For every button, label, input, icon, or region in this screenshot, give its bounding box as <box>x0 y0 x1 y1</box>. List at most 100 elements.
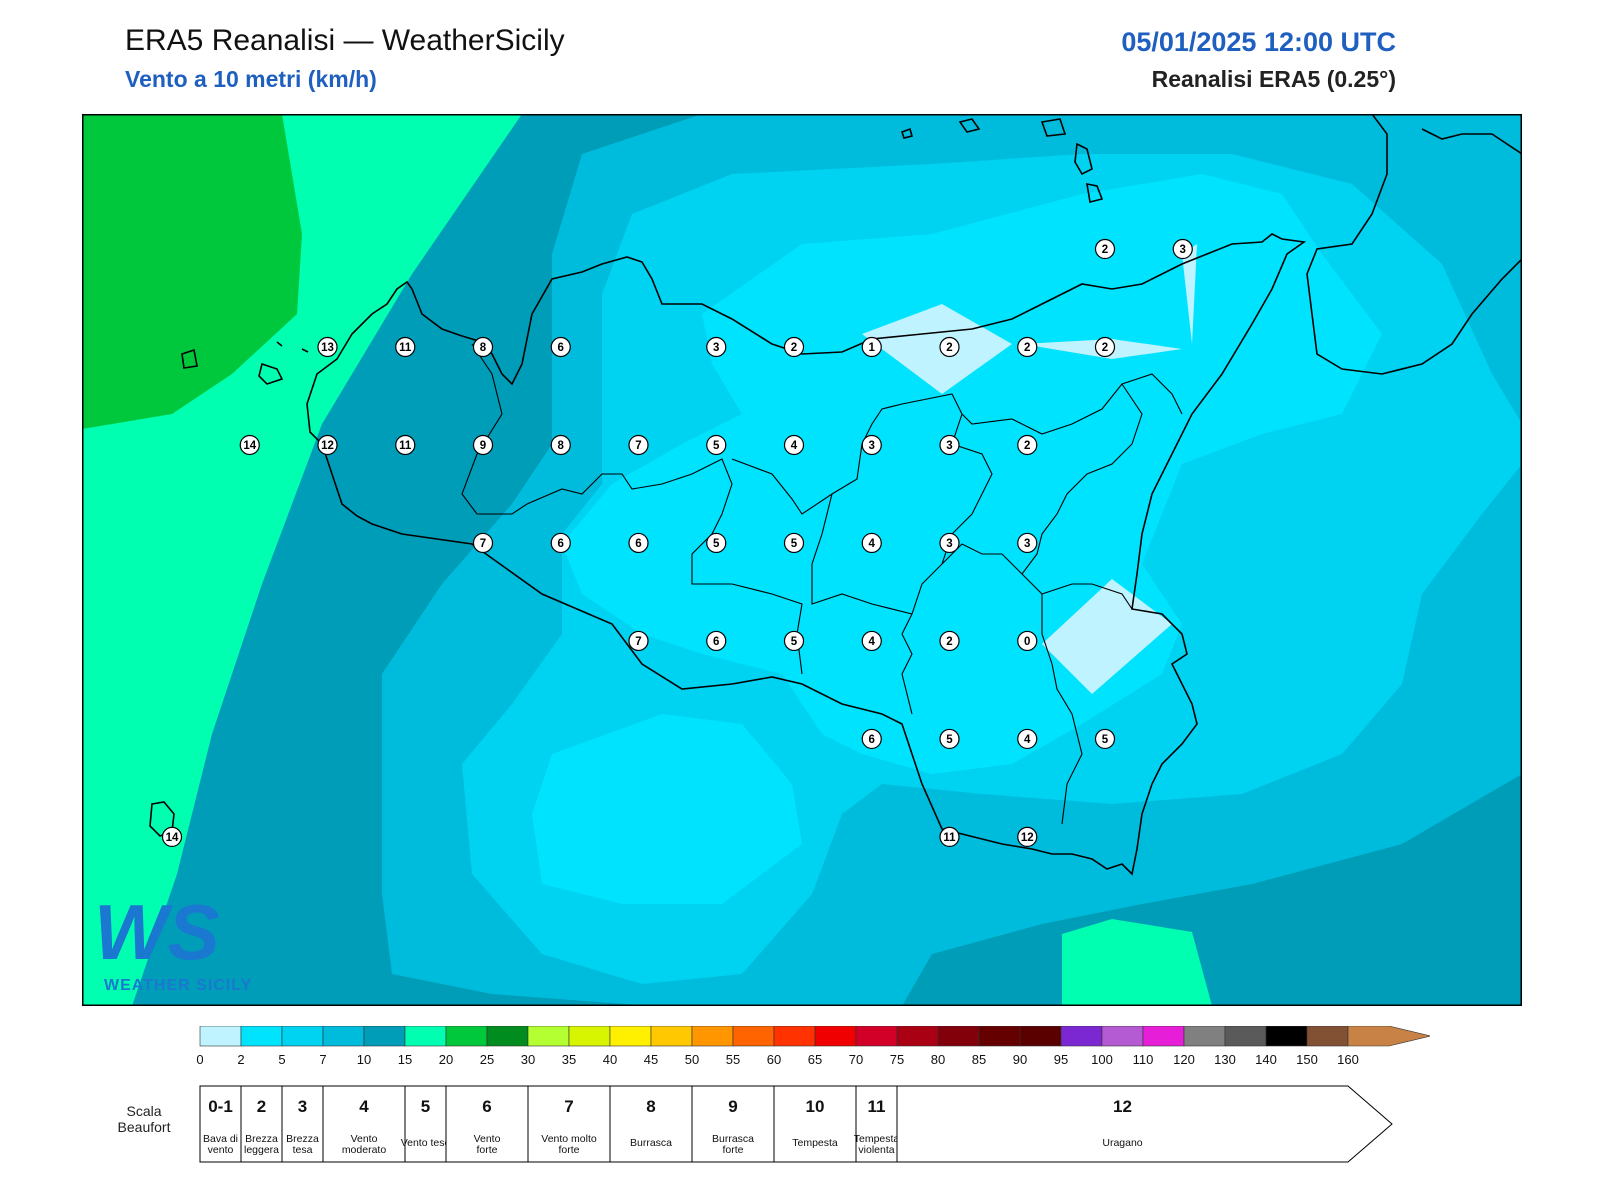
beaufort-label-line1: Scala <box>126 1103 161 1119</box>
svg-text:13: 13 <box>321 342 334 354</box>
svg-text:11: 11 <box>399 342 412 354</box>
svg-text:0: 0 <box>1024 636 1030 648</box>
svg-text:3: 3 <box>1024 538 1030 550</box>
svg-text:5: 5 <box>791 636 798 648</box>
svg-text:4: 4 <box>869 538 876 550</box>
svg-text:forte: forte <box>558 1144 579 1156</box>
svg-text:12: 12 <box>1021 832 1034 844</box>
wind-label: 2 <box>1017 336 1038 358</box>
colorbar-tick: 80 <box>931 1052 945 1067</box>
svg-text:4: 4 <box>869 636 876 648</box>
wind-colorbar: 0 2 5 7 10 15 20 25 30 35 40 45 50 55 60 65 70 75 80 85 90 95… <box>196 1026 1430 1067</box>
wind-label: 3 <box>1017 532 1038 554</box>
wind-label: 5 <box>706 532 727 554</box>
wind-label: 9 <box>472 434 494 456</box>
svg-text:Vento teso: Vento teso <box>401 1137 451 1149</box>
wind-label: 5 <box>706 434 727 456</box>
colorbar-cell <box>609 1026 652 1047</box>
wind-label: 6 <box>550 532 571 554</box>
svg-text:7: 7 <box>564 1097 573 1116</box>
svg-text:6: 6 <box>869 734 875 746</box>
colorbar-cell <box>1306 1026 1349 1047</box>
svg-text:5: 5 <box>713 538 720 550</box>
colorbar-tick: 110 <box>1133 1052 1154 1067</box>
svg-text:leggera: leggera <box>244 1144 279 1156</box>
svg-text:10: 10 <box>806 1097 825 1116</box>
svg-text:5: 5 <box>713 440 720 452</box>
wind-label: 12 <box>1017 826 1038 848</box>
wind-label: 4 <box>1017 728 1038 750</box>
colorbar-cell <box>691 1026 734 1047</box>
wind-label: 0 <box>1017 630 1038 652</box>
colorbar-tick: 100 <box>1091 1052 1113 1067</box>
calabria-north <box>1421 128 1522 155</box>
colorbar-tick: 50 <box>685 1052 699 1067</box>
colorbar-cell <box>363 1026 406 1047</box>
svg-text:14: 14 <box>166 832 179 844</box>
wind-label: 3 <box>1172 238 1193 260</box>
wind-label: 14 <box>161 826 183 848</box>
colorbar-cell <box>732 1026 775 1047</box>
svg-text:6: 6 <box>558 538 564 550</box>
colorbar-tick: 140 <box>1255 1052 1277 1067</box>
svg-text:11: 11 <box>399 440 412 452</box>
svg-text:6: 6 <box>713 636 719 648</box>
sicily-coast <box>306 233 1307 876</box>
wind-label: 3 <box>706 336 727 358</box>
logo-mark: WS <box>94 888 220 976</box>
svg-text:forte: forte <box>722 1144 743 1156</box>
svg-text:Bava di: Bava di <box>203 1133 238 1145</box>
wind-speed-fill <box>82 114 1522 1006</box>
colorbar-tick: 55 <box>726 1052 740 1067</box>
colorbar-cell <box>1142 1026 1185 1047</box>
svg-text:Tempesta: Tempesta <box>854 1133 900 1145</box>
svg-text:Burrasca: Burrasca <box>712 1133 754 1145</box>
colorbar-tick: 65 <box>808 1052 822 1067</box>
ustica-island <box>900 127 913 139</box>
svg-text:11: 11 <box>943 832 956 844</box>
svg-text:3: 3 <box>946 440 952 452</box>
svg-text:2: 2 <box>946 636 952 648</box>
wind-label: 7 <box>628 434 649 456</box>
wind-label: 6 <box>550 336 571 358</box>
wind-label: 6 <box>861 728 882 750</box>
svg-text:5: 5 <box>1102 734 1109 746</box>
colorbar-tick: 150 <box>1296 1052 1318 1067</box>
svg-text:moderato: moderato <box>342 1144 387 1156</box>
colorbar-cell <box>1019 1026 1062 1047</box>
wind-label: 6 <box>706 630 727 652</box>
map-title: ERA5 Reanalisi — WeatherSicily <box>125 24 565 57</box>
svg-text:3: 3 <box>713 342 719 354</box>
egadi-islands <box>181 341 309 385</box>
wind-label: 7 <box>472 532 494 554</box>
wind-label: 13 <box>317 336 338 358</box>
colorbar-tick: 0 <box>196 1052 203 1067</box>
colorbar-cell <box>978 1026 1021 1047</box>
colorbar-tick: 15 <box>398 1052 412 1067</box>
colorbar-cell <box>1101 1026 1144 1047</box>
beaufort-class: 8 Burrasca <box>609 1085 693 1163</box>
colorbar-tick: 85 <box>972 1052 986 1067</box>
wind-label: 12 <box>317 434 338 456</box>
svg-text:6: 6 <box>635 538 641 550</box>
colorbar-tick: 5 <box>278 1052 285 1067</box>
wind-label: 5 <box>1094 728 1116 750</box>
colorbar-cell <box>814 1026 857 1047</box>
colorbar-tick: 7 <box>319 1052 326 1067</box>
beaufort-class: 12 Uragano <box>896 1085 1393 1163</box>
colorbar-cell <box>568 1026 611 1047</box>
wind-label: 14 <box>239 434 260 456</box>
svg-text:tesa: tesa <box>293 1144 313 1156</box>
svg-text:2: 2 <box>1024 342 1030 354</box>
wind-label: 2 <box>939 630 960 652</box>
colorbar-cell <box>1060 1026 1103 1047</box>
colorbar-tick: 160 <box>1337 1052 1359 1067</box>
wind-label: 11 <box>939 826 960 848</box>
colorbar-tick: 45 <box>644 1052 658 1067</box>
colorbar-tick: 60 <box>767 1052 781 1067</box>
colorbar-tick: 2 <box>237 1052 244 1067</box>
data-source: Reanalisi ERA5 (0.25°) <box>1151 66 1396 92</box>
